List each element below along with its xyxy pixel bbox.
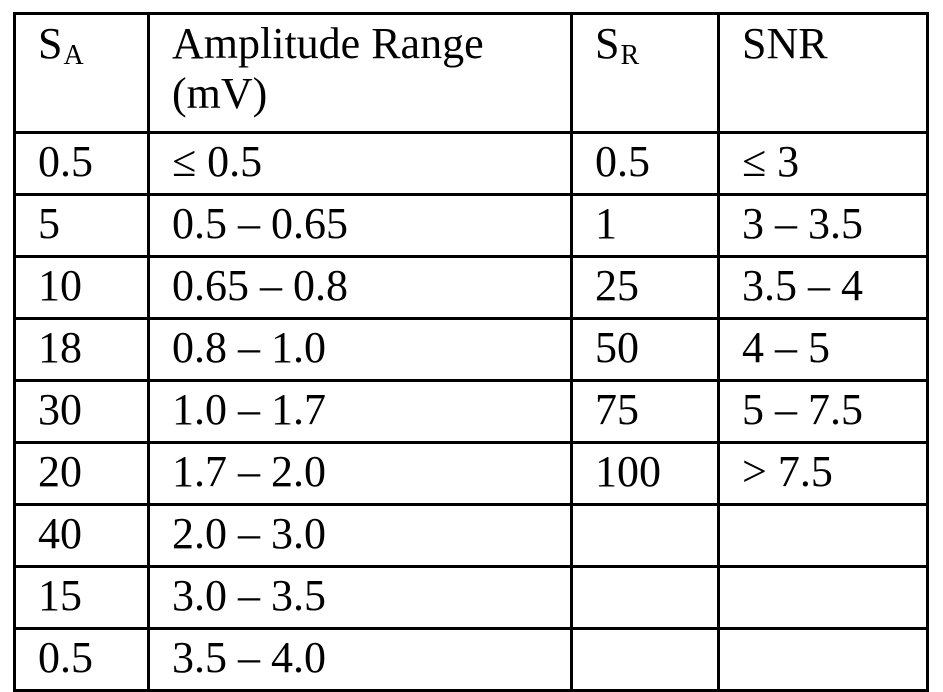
cell-sr: 1 xyxy=(572,195,719,257)
cell-snr xyxy=(719,629,928,691)
cell-sa: 30 xyxy=(15,381,149,443)
header-sa-base: S xyxy=(38,19,62,68)
table-row: 5 0.5 – 0.65 1 3 – 3.5 xyxy=(15,195,928,257)
cell-sr: 50 xyxy=(572,319,719,381)
cell-sr: 0.5 xyxy=(572,133,719,195)
header-sr-base: S xyxy=(595,19,619,68)
cell-sr: 25 xyxy=(572,257,719,319)
cell-sr xyxy=(572,629,719,691)
cell-amplitude-range: 0.8 – 1.0 xyxy=(149,319,572,381)
header-sr-subscript: R xyxy=(620,40,639,71)
cell-snr: 4 – 5 xyxy=(719,319,928,381)
cell-amplitude-range: 1.7 – 2.0 xyxy=(149,443,572,505)
cell-amplitude-range: 0.5 – 0.65 xyxy=(149,195,572,257)
table-row: 0.5 ≤ 0.5 0.5 ≤ 3 xyxy=(15,133,928,195)
table-row: 18 0.8 – 1.0 50 4 – 5 xyxy=(15,319,928,381)
cell-snr xyxy=(719,567,928,629)
cell-snr: > 7.5 xyxy=(719,443,928,505)
cell-amplitude-range: ≤ 0.5 xyxy=(149,133,572,195)
cell-amplitude-range: 3.5 – 4.0 xyxy=(149,629,572,691)
table-row: 10 0.65 – 0.8 25 3.5 – 4 xyxy=(15,257,928,319)
header-sr: SR xyxy=(572,14,719,133)
cell-sr: 75 xyxy=(572,381,719,443)
score-lookup-table: SA Amplitude Range (mV) SR SNR 0.5 ≤ 0.5… xyxy=(13,12,929,692)
cell-snr: 5 – 7.5 xyxy=(719,381,928,443)
header-amplitude-range: Amplitude Range (mV) xyxy=(149,14,572,133)
cell-sa: 40 xyxy=(15,505,149,567)
header-snr: SNR xyxy=(719,14,928,133)
cell-sr: 100 xyxy=(572,443,719,505)
cell-snr: ≤ 3 xyxy=(719,133,928,195)
cell-sa: 18 xyxy=(15,319,149,381)
cell-sa: 15 xyxy=(15,567,149,629)
cell-sa: 0.5 xyxy=(15,133,149,195)
cell-sr xyxy=(572,567,719,629)
table-row: 40 2.0 – 3.0 xyxy=(15,505,928,567)
table-row: 15 3.0 – 3.5 xyxy=(15,567,928,629)
table-row: 0.5 3.5 – 4.0 xyxy=(15,629,928,691)
cell-sr xyxy=(572,505,719,567)
header-row: SA Amplitude Range (mV) SR SNR xyxy=(15,14,928,133)
header-sa-subscript: A xyxy=(63,40,83,71)
table-row: 30 1.0 – 1.7 75 5 – 7.5 xyxy=(15,381,928,443)
cell-amplitude-range: 3.0 – 3.5 xyxy=(149,567,572,629)
cell-snr: 3.5 – 4 xyxy=(719,257,928,319)
cell-amplitude-range: 1.0 – 1.7 xyxy=(149,381,572,443)
cell-snr xyxy=(719,505,928,567)
table-row: 20 1.7 – 2.0 100 > 7.5 xyxy=(15,443,928,505)
cell-amplitude-range: 0.65 – 0.8 xyxy=(149,257,572,319)
cell-sa: 5 xyxy=(15,195,149,257)
cell-snr: 3 – 3.5 xyxy=(719,195,928,257)
cell-amplitude-range: 2.0 – 3.0 xyxy=(149,505,572,567)
cell-sa: 20 xyxy=(15,443,149,505)
header-sa: SA xyxy=(15,14,149,133)
cell-sa: 0.5 xyxy=(15,629,149,691)
cell-sa: 10 xyxy=(15,257,149,319)
